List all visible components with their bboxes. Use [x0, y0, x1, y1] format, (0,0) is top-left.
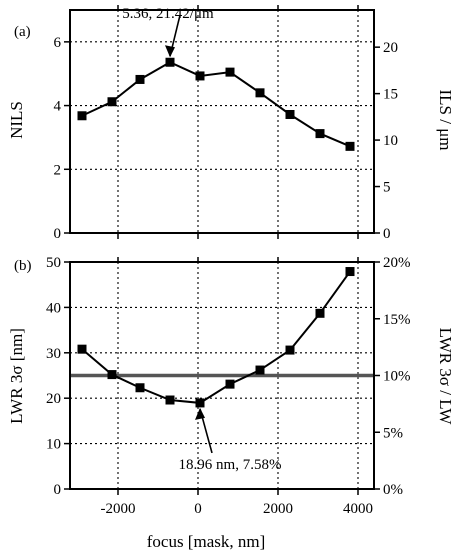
- panel-b-annotation-label: 18.96 nm, 7.58%: [179, 457, 282, 473]
- panel-b-data-point: [345, 267, 355, 277]
- panel-b-y2-tick-label: 20%: [383, 255, 411, 271]
- panel-a-plot-frame: [69, 9, 375, 234]
- panel-b-data-point: [77, 344, 87, 354]
- panel-a-data-point: [345, 141, 355, 151]
- panel-a-y2-tick-label: 10: [383, 133, 398, 149]
- panel-a-data-point: [225, 67, 235, 77]
- panel-a-y2-tick-label: 5: [383, 180, 391, 196]
- panel-b-y-tick-label: 40: [46, 300, 61, 316]
- panel-b-data-point: [107, 370, 117, 380]
- panel-b-data-point: [165, 395, 175, 405]
- panel-b-y2-tick-label: 0%: [383, 482, 403, 498]
- panel-b-y-tick-label: 50: [46, 255, 61, 271]
- panel-b-y-tick-label: 20: [46, 391, 61, 407]
- panel-a-y-tick-label: 2: [54, 162, 62, 178]
- panel-b-y-tick-label: 0: [54, 482, 62, 498]
- panel-b-data-point: [225, 379, 235, 389]
- panel-b-x-tick-label: 0: [194, 501, 202, 517]
- panel-a-annotation-label: 5.36, 21.42/μm: [122, 6, 214, 22]
- panel-a-data-point: [285, 109, 295, 119]
- panel-b-series-line: [81, 270, 351, 404]
- panel-a-y2-tick-label: 0: [383, 226, 391, 242]
- panel-a-y-tick-label: 4: [54, 99, 62, 115]
- panel-a-y-tick-label: 6: [54, 35, 62, 51]
- panel-a-y2-tick-label: 20: [383, 40, 398, 56]
- panel-a-data-point: [77, 111, 87, 121]
- panel-b-x-tick-label: 4000: [343, 501, 373, 517]
- panel-a-series-line: [81, 61, 351, 148]
- panel-a: 0 2 4 6 0 5 10 15 20 5.36, 21.42/μm: [54, 5, 398, 242]
- x-axis-title: focus [mask, nm]: [147, 532, 266, 551]
- panel-a-y2-axis-title: ILS / μm: [436, 89, 455, 150]
- panel-b-y2-axis-title: LWR 3σ / LW: [436, 328, 455, 426]
- panel-a-label: (a): [14, 24, 31, 40]
- panel-a-y-tick-label: 0: [54, 226, 62, 242]
- panel-b-x-tick-label: 2000: [263, 501, 293, 517]
- panel-a-data-point: [165, 57, 175, 67]
- panel-b-y2-tick-label: 10%: [383, 369, 411, 385]
- panel-b-data-point: [135, 383, 145, 393]
- panel-a-data-point: [135, 74, 145, 84]
- panel-b-y-axis-title: LWR 3σ [nm]: [7, 328, 26, 424]
- panel-b-label: (b): [14, 258, 32, 274]
- panel-b-y-tick-label: 30: [46, 346, 61, 362]
- panel-b-y-tick-label: 10: [46, 437, 61, 453]
- panel-b-y2-tick-label: 5%: [383, 425, 403, 441]
- panel-a-data-point: [255, 88, 265, 98]
- panel-b-data-point: [255, 365, 265, 375]
- panel-b-data-point: [195, 398, 205, 408]
- panel-b-annotation-arrowhead: [195, 407, 205, 420]
- panel-a-data-point: [107, 97, 117, 107]
- panel-a-annotation-arrowhead: [165, 45, 175, 58]
- panel-b-data-point: [315, 308, 325, 318]
- panel-a-data-point: [195, 71, 205, 81]
- panel-a-data-point: [315, 129, 325, 139]
- panel-b-data-point: [285, 345, 295, 355]
- panel-b: -2000 0 2000 4000 0 10 20 30 40 50 0% 5% 10% 15% 20% 18…: [46, 255, 411, 517]
- panel-a-y2-tick-label: 15: [383, 87, 398, 103]
- panel-a-y-axis-title: NILS: [7, 101, 26, 139]
- panel-b-x-tick-label: -2000: [101, 501, 136, 517]
- panel-b-y2-tick-label: 15%: [383, 312, 411, 328]
